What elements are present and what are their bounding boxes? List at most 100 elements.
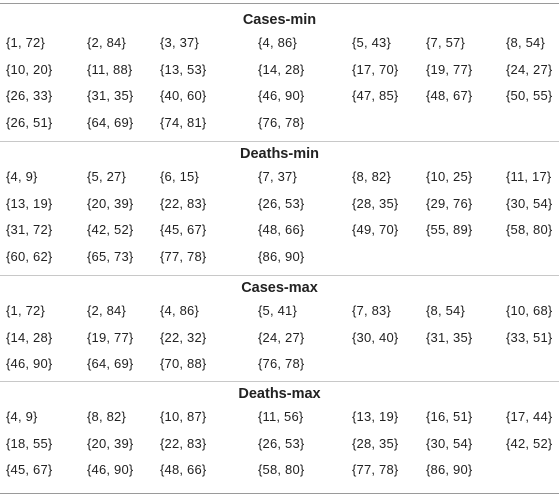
table-row: {4, 9} {5, 27} {6, 15} {7, 37} {8, 82} {10, 2…: [0, 166, 559, 188]
table-row: {26, 33} {31, 35} {40, 60} {46, 90} {47, 85}…: [0, 85, 559, 107]
table-cell: {30, 54}: [506, 195, 553, 211]
table-cell: {42, 52}: [87, 222, 134, 237]
table-row: {31, 72} {42, 52} {45, 67} {48, 66} {49, 70}…: [0, 219, 559, 241]
table-cell: {8, 82}: [352, 169, 391, 184]
table-cell: {33, 51}: [506, 329, 553, 345]
table-cell: {10, 20}: [6, 61, 53, 77]
table-cell: {64, 69}: [87, 114, 134, 130]
table-cell: {74, 81}: [160, 114, 207, 130]
table-cell: {11, 17}: [506, 169, 552, 184]
table-cell: {47, 85}: [352, 88, 399, 103]
table-cell: {2, 84}: [87, 35, 126, 50]
table-cell: {77, 78}: [160, 248, 207, 264]
table-cell: {8, 54}: [426, 303, 465, 318]
table-cell: {26, 53}: [258, 195, 305, 211]
table-cell: {5, 43}: [352, 35, 391, 50]
table-cell: {77, 78}: [352, 462, 399, 477]
section-title: Deaths-max: [238, 386, 321, 402]
table-cell: {65, 73}: [87, 248, 134, 264]
table-cell: {31, 72}: [6, 222, 53, 237]
section-separator: [0, 381, 559, 382]
bottom-rule: [0, 493, 559, 494]
table-cell: {42, 52}: [506, 435, 553, 451]
table-row: {1, 72} {2, 84} {3, 37} {4, 86} {5, 43} {7, 5…: [0, 32, 559, 54]
table-cell: {7, 57}: [426, 35, 465, 50]
table-cell: {1, 72}: [6, 303, 45, 318]
table-cell: {5, 27}: [87, 169, 126, 184]
top-rule: [0, 3, 559, 4]
table-cell: {7, 83}: [352, 303, 391, 318]
table-cell: {7, 37}: [258, 169, 297, 184]
table-cell: {4, 86}: [160, 303, 199, 318]
table-cell: {24, 27}: [258, 329, 305, 345]
table-cell: {30, 54}: [426, 435, 473, 451]
section-title: Cases-min: [242, 12, 317, 28]
table-cell: {46, 90}: [258, 88, 305, 103]
section-title: Cases-max: [241, 280, 318, 296]
table-cell: {4, 9}: [6, 169, 38, 184]
table-cell: {76, 78}: [258, 114, 305, 130]
table-row: {60, 62} {65, 73} {77, 78} {86, 90}: [0, 246, 559, 268]
table-cell: {13, 53}: [160, 61, 207, 77]
table-cell: {4, 9}: [6, 409, 38, 424]
table-cell: {4, 86}: [258, 35, 297, 50]
table-cell: {26, 53}: [258, 435, 305, 451]
table-row: {46, 90} {64, 69} {70, 88} {76, 78}: [0, 353, 559, 375]
table-cell: {48, 66}: [160, 462, 207, 477]
table-row: {4, 9} {8, 82} {10, 87} {11, 56} {13, 19} {16…: [0, 406, 559, 428]
table-cell: {10, 87}: [160, 409, 207, 424]
table-cell: {31, 35}: [426, 329, 473, 345]
table-cell: {30, 40}: [352, 329, 399, 345]
table-cell: {20, 39}: [87, 195, 134, 211]
table-cell: {28, 35}: [352, 195, 399, 211]
table-cell: {28, 35}: [352, 435, 399, 451]
table-cell: {3, 37}: [160, 35, 199, 50]
table-cell: {48, 67}: [426, 88, 473, 103]
table-cell: {46, 90}: [87, 462, 134, 477]
table-cell: {20, 39}: [87, 435, 134, 451]
table-cell: {11, 56}: [258, 409, 304, 424]
table-cell: {2, 84}: [87, 303, 126, 318]
table-cell: {14, 28}: [258, 61, 305, 77]
table-cell: {11, 88}: [87, 61, 133, 77]
table-cell: {60, 62}: [6, 248, 53, 264]
table-row: {14, 28} {19, 77} {22, 32} {24, 27} {30, 40}…: [0, 327, 559, 349]
table-cell: {18, 55}: [6, 435, 53, 451]
section-separator: [0, 275, 559, 276]
table-row: {13, 19} {20, 39} {22, 83} {26, 53} {28, 35}…: [0, 193, 559, 215]
table-cell: {10, 25}: [426, 169, 473, 184]
table-cell: {19, 77}: [426, 61, 473, 77]
table-cell: {1, 72}: [6, 35, 45, 50]
table-row: {1, 72} {2, 84} {4, 86} {5, 41} {7, 83} {8, 5…: [0, 300, 559, 322]
table-cell: {55, 89}: [426, 222, 473, 237]
table-cell: {19, 77}: [87, 329, 134, 345]
table-cell: {50, 55}: [506, 88, 553, 103]
table-cell: {17, 44}: [506, 409, 553, 424]
table-cell: {22, 83}: [160, 195, 207, 211]
table-cell: {29, 76}: [426, 195, 473, 211]
table-cell: {26, 33}: [6, 88, 53, 103]
table-cell: {70, 88}: [160, 356, 207, 371]
table-cell: {8, 54}: [506, 35, 545, 50]
table-cell: {14, 28}: [6, 329, 53, 345]
table-cell: {58, 80}: [258, 462, 305, 477]
table-row: {10, 20} {11, 88} {13, 53} {14, 28} {17, 70}…: [0, 59, 559, 81]
table-cell: {26, 51}: [6, 114, 53, 130]
table-cell: {58, 80}: [506, 222, 553, 237]
section-title: Deaths-min: [240, 146, 319, 162]
table-cell: {64, 69}: [87, 356, 134, 371]
table-row: {18, 55} {20, 39} {22, 83} {26, 53} {28, 35}…: [0, 433, 559, 455]
table-cell: {86, 90}: [258, 248, 305, 264]
section-separator: [0, 141, 559, 142]
table-cell: {86, 90}: [426, 462, 473, 477]
table-cell: {45, 67}: [6, 462, 53, 477]
table-cell: {22, 32}: [160, 329, 207, 345]
table-cell: {45, 67}: [160, 222, 207, 237]
table-cell: {46, 90}: [6, 356, 53, 371]
table-cell: {24, 27}: [506, 61, 553, 77]
table-row: {45, 67} {46, 90} {48, 66} {58, 80} {77, 78}…: [0, 459, 559, 481]
table-cell: {17, 70}: [352, 61, 399, 77]
table-cell: {40, 60}: [160, 88, 207, 103]
table-cell: {22, 83}: [160, 435, 207, 451]
